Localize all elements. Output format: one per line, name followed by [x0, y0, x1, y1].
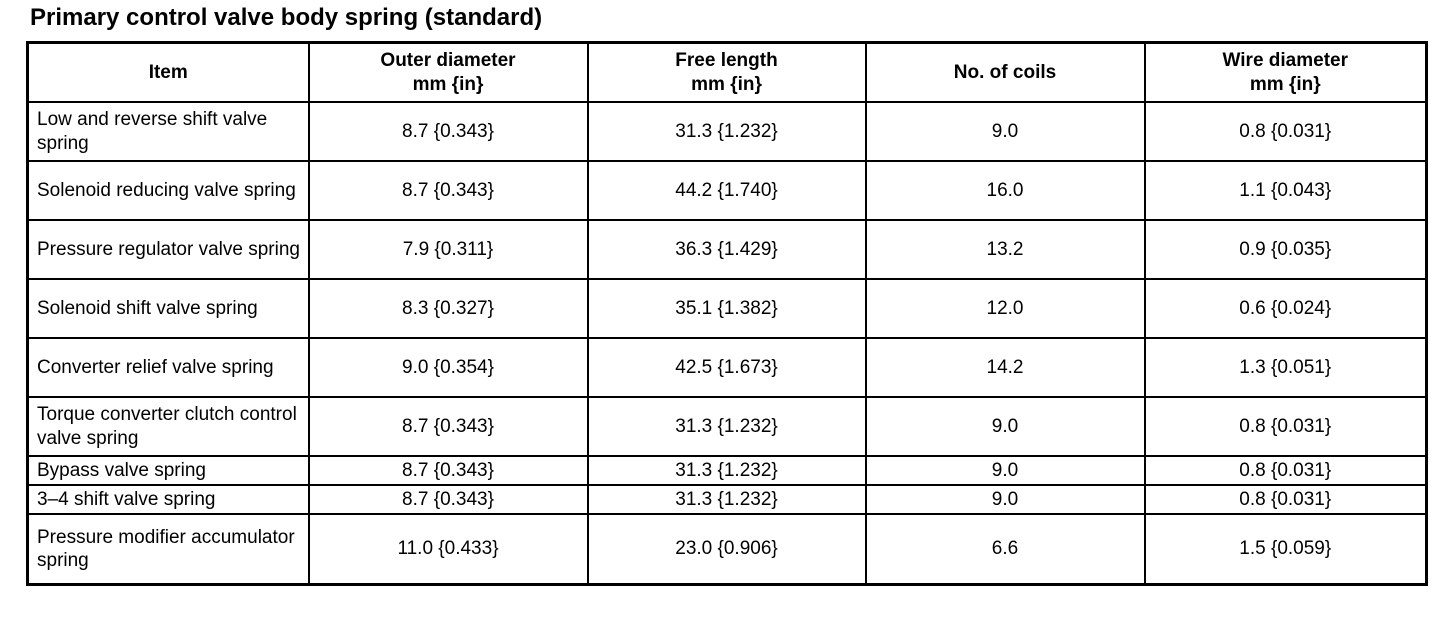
outer-diameter-cell: 9.0 {0.354} [307, 337, 589, 398]
wire-diameter-cell: 0.6 {0.024} [1143, 278, 1428, 339]
item-cell: Torque converter clutch control valve sp… [26, 396, 310, 457]
table-header: Item Outer diameter mm {in} Free length … [26, 41, 1428, 103]
outer-diameter-cell: 8.7 {0.343} [307, 454, 589, 487]
free-length-cell: 36.3 {1.429} [586, 219, 867, 280]
table-row: Pressure modifier accumulator spring 11.… [26, 513, 1428, 586]
free-length-cell: 31.3 {1.232} [586, 396, 867, 457]
spring-spec-table: Item Outer diameter mm {in} Free length … [26, 41, 1428, 586]
wire-diameter-cell: 0.8 {0.031} [1143, 454, 1428, 487]
no-of-coils-cell: 9.0 [864, 454, 1146, 487]
table-row: 3–4 shift valve spring 8.7 {0.343} 31.3 … [26, 484, 1428, 516]
item-cell: Converter relief valve spring [26, 337, 310, 398]
item-cell: Pressure regulator valve spring [26, 219, 310, 280]
item-cell: Solenoid reducing valve spring [26, 160, 310, 221]
wire-diameter-cell: 1.1 {0.043} [1143, 160, 1428, 221]
free-length-cell: 31.3 {1.232} [586, 101, 867, 162]
column-header-label: Free length [675, 50, 778, 72]
outer-diameter-cell: 8.7 {0.343} [307, 160, 589, 221]
outer-diameter-cell: 8.7 {0.343} [307, 101, 589, 162]
column-header-label: No. of coils [953, 61, 1057, 83]
free-length-cell: 42.5 {1.673} [586, 337, 867, 398]
column-header-free-length: Free length mm {in} [586, 41, 867, 103]
table-row: Pressure regulator valve spring 7.9 {0.3… [26, 219, 1428, 280]
wire-diameter-cell: 0.8 {0.031} [1143, 101, 1428, 162]
free-length-cell: 31.3 {1.232} [586, 454, 867, 487]
column-header-unit: mm {in} [691, 73, 762, 95]
free-length-cell: 23.0 {0.906} [586, 513, 867, 586]
item-cell: Solenoid shift valve spring [26, 278, 310, 339]
no-of-coils-cell: 12.0 [864, 278, 1146, 339]
column-header-wire-diameter: Wire diameter mm {in} [1143, 41, 1428, 103]
free-length-cell: 44.2 {1.740} [586, 160, 867, 221]
table-row: Low and reverse shift valve spring 8.7 {… [26, 101, 1428, 162]
wire-diameter-cell: 0.8 {0.031} [1143, 396, 1428, 457]
no-of-coils-cell: 14.2 [864, 337, 1146, 398]
outer-diameter-cell: 8.7 {0.343} [307, 484, 589, 516]
no-of-coils-cell: 9.0 [864, 396, 1146, 457]
no-of-coils-cell: 16.0 [864, 160, 1146, 221]
table-row: Solenoid shift valve spring 8.3 {0.327} … [26, 278, 1428, 339]
wire-diameter-cell: 1.3 {0.051} [1143, 337, 1428, 398]
item-cell: Bypass valve spring [26, 454, 310, 487]
table-body: Low and reverse shift valve spring 8.7 {… [26, 101, 1428, 586]
page-title: Primary control valve body spring (stand… [30, 4, 543, 31]
table-row: Solenoid reducing valve spring 8.7 {0.34… [26, 160, 1428, 221]
table-row: Bypass valve spring 8.7 {0.343} 31.3 {1.… [26, 454, 1428, 487]
wire-diameter-cell: 0.8 {0.031} [1143, 484, 1428, 516]
column-header-label: Wire diameter [1222, 50, 1349, 72]
free-length-cell: 35.1 {1.382} [586, 278, 867, 339]
no-of-coils-cell: 6.6 [864, 513, 1146, 586]
table-row: Converter relief valve spring 9.0 {0.354… [26, 337, 1428, 398]
outer-diameter-cell: 11.0 {0.433} [307, 513, 589, 586]
item-cell: Pressure modifier accumulator spring [26, 513, 310, 586]
column-header-outer-diameter: Outer diameter mm {in} [307, 41, 589, 103]
column-header-unit: mm {in} [412, 73, 484, 95]
table-row: Torque converter clutch control valve sp… [26, 396, 1428, 457]
wire-diameter-cell: 0.9 {0.035} [1143, 219, 1428, 280]
outer-diameter-cell: 8.3 {0.327} [307, 278, 589, 339]
column-header-item: Item [26, 41, 310, 103]
item-cell: 3–4 shift valve spring [26, 484, 310, 516]
outer-diameter-cell: 7.9 {0.311} [307, 219, 589, 280]
no-of-coils-cell: 9.0 [864, 484, 1146, 516]
outer-diameter-cell: 8.7 {0.343} [307, 396, 589, 457]
wire-diameter-cell: 1.5 {0.059} [1143, 513, 1428, 586]
no-of-coils-cell: 13.2 [864, 219, 1146, 280]
column-header-label: Outer diameter [380, 50, 516, 72]
column-header-unit: mm {in} [1249, 73, 1321, 95]
column-header-label: Item [148, 61, 188, 83]
no-of-coils-cell: 9.0 [864, 101, 1146, 162]
free-length-cell: 31.3 {1.232} [586, 484, 867, 516]
header-row: Item Outer diameter mm {in} Free length … [26, 41, 1428, 103]
item-cell: Low and reverse shift valve spring [26, 101, 310, 162]
column-header-no-of-coils: No. of coils [864, 41, 1146, 103]
